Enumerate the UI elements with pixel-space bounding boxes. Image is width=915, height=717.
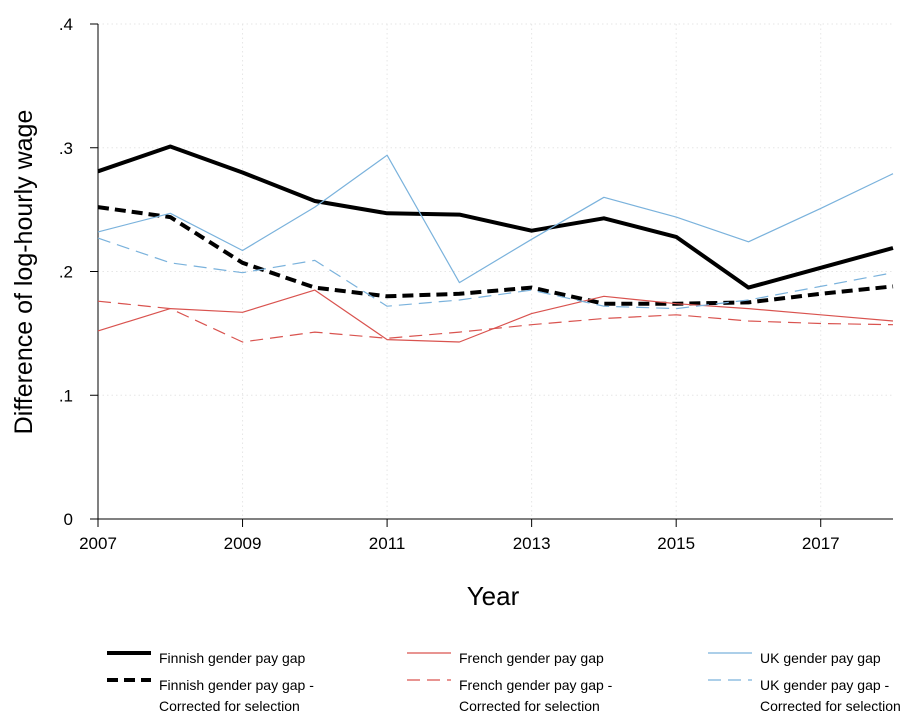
series-line-6 bbox=[97, 237, 894, 310]
x-tick-label: 2015 bbox=[657, 534, 695, 553]
legend-label: Finnish gender pay gap - Corrected for s… bbox=[159, 677, 314, 714]
legend-item: UK gender pay gap - Corrected for select… bbox=[706, 673, 901, 717]
y-axis-title: Difference of log-hourly wage bbox=[10, 110, 38, 435]
series-line-2 bbox=[97, 205, 894, 306]
legend-swatch bbox=[708, 679, 752, 681]
series-line-3 bbox=[97, 289, 894, 343]
legend-swatch bbox=[407, 652, 451, 654]
axes bbox=[90, 23, 893, 527]
legend-label: French gender pay gap - Corrected for se… bbox=[459, 677, 613, 714]
x-axis-title: Year bbox=[467, 581, 520, 611]
x-tick-label: 2007 bbox=[79, 534, 117, 553]
legend-item: French gender pay gap - Corrected for se… bbox=[405, 673, 612, 717]
legend-item: French gender pay gap bbox=[405, 646, 604, 669]
x-tick-label: 2011 bbox=[369, 534, 406, 553]
legend-label: UK gender pay gap - Corrected for select… bbox=[760, 677, 901, 714]
legend-swatch bbox=[107, 651, 151, 655]
legend-label: UK gender pay gap bbox=[760, 650, 881, 666]
x-tick-label: 2009 bbox=[224, 534, 262, 553]
legend-item: Finnish gender pay gap - Corrected for s… bbox=[105, 673, 314, 717]
legend-swatch bbox=[407, 679, 451, 681]
legend-item: Finnish gender pay gap bbox=[105, 646, 305, 669]
legend-item: UK gender pay gap bbox=[706, 646, 881, 669]
y-tick-label: .2 bbox=[59, 263, 73, 282]
legend-swatch bbox=[708, 652, 752, 654]
series-line-1 bbox=[97, 144, 894, 290]
series-line-5 bbox=[97, 154, 894, 284]
tick-labels: 0 .1 .2 .3 .4 2007 2009 2011 2013 2015 2017 bbox=[59, 15, 840, 553]
y-tick-label: .3 bbox=[59, 139, 73, 158]
x-tick-label: 2017 bbox=[802, 534, 840, 553]
gridlines bbox=[98, 23, 893, 519]
y-tick-label: 0 bbox=[64, 510, 73, 529]
y-tick-label: .4 bbox=[59, 15, 73, 34]
x-tick-label: 2013 bbox=[513, 534, 551, 553]
legend-label: Finnish gender pay gap bbox=[159, 650, 306, 666]
series-lines bbox=[97, 144, 894, 343]
legend: Finnish gender pay gap Finnish gender pay… bbox=[0, 640, 915, 715]
legend-label: French gender pay gap bbox=[459, 650, 604, 666]
y-tick-label: .1 bbox=[59, 386, 73, 405]
legend-swatch bbox=[107, 678, 151, 682]
series-line-4 bbox=[97, 300, 894, 343]
line-chart: 0 .1 .2 .3 .4 2007 2009 2011 2013 2015 2017 Differ… bbox=[10, 15, 894, 611]
